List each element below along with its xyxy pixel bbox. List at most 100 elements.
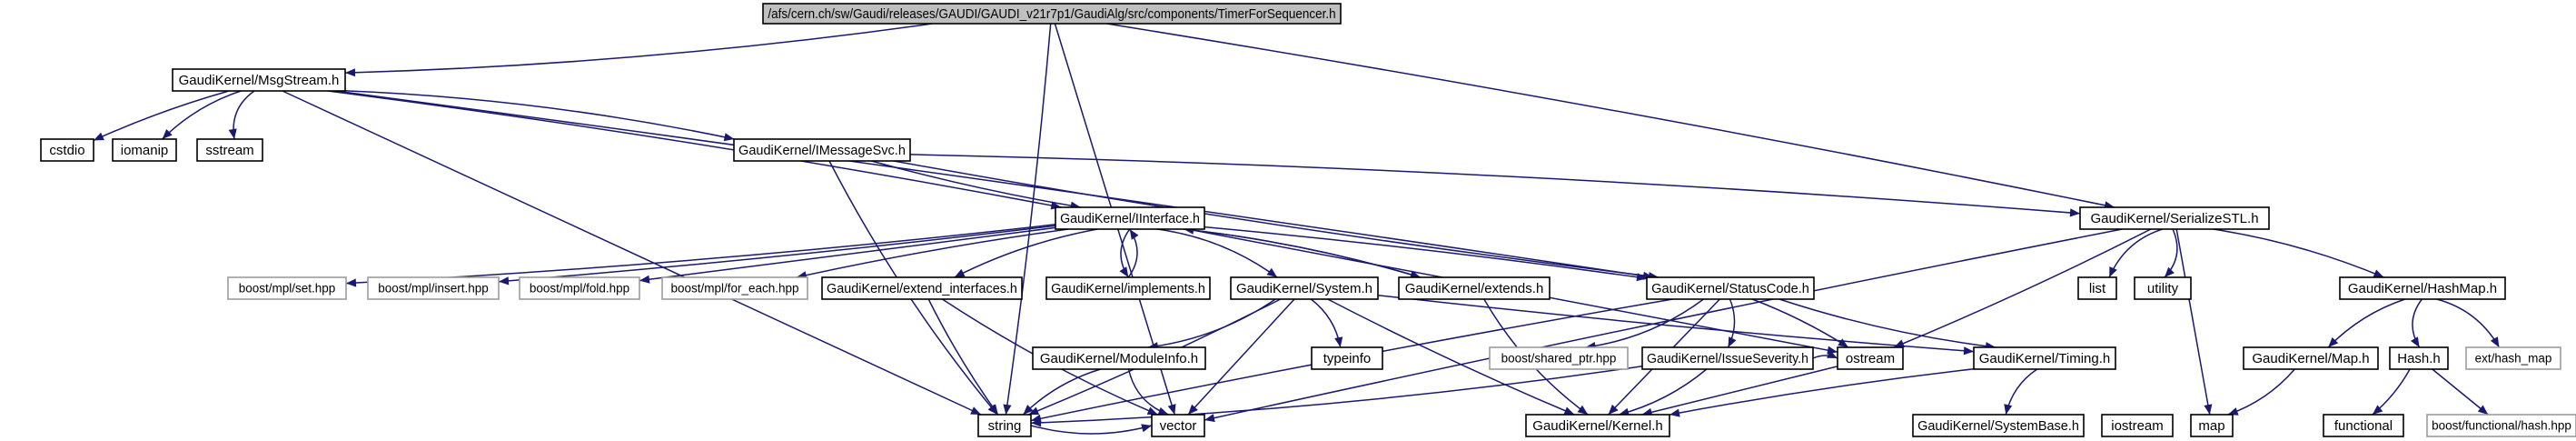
node-systembase[interactable]: GaudiKernel/SystemBase.h	[1912, 414, 2085, 437]
node-extends[interactable]: GaudiKernel/extends.h	[1398, 276, 1551, 300]
node-box-statuscode[interactable]	[1646, 276, 1815, 300]
node-map_std[interactable]: map	[2190, 414, 2234, 437]
node-box-utility[interactable]	[2134, 276, 2192, 300]
node-iomanip[interactable]: iomanip	[112, 138, 177, 162]
node-timing[interactable]: GaudiKernel/Timing.h	[1973, 346, 2116, 370]
node-msgstream[interactable]: GaudiKernel/MsgStream.h	[172, 68, 346, 92]
node-shared_ptr[interactable]: boost/shared_ptr.hpp	[1489, 346, 1629, 370]
edge-map_h-to-map_std	[2227, 368, 2295, 416]
node-box-extends[interactable]	[1398, 276, 1551, 300]
node-label-systembase: GaudiKernel/SystemBase.h	[1917, 419, 2079, 434]
node-map_h[interactable]: GaudiKernel/Map.h	[2243, 346, 2379, 370]
node-box-hashmap[interactable]	[2339, 276, 2506, 300]
node-box-iinterface[interactable]	[1055, 206, 1205, 230]
node-issueseverity[interactable]: GaudiKernel/IssueSeverity.h	[1641, 346, 1814, 370]
arrowhead	[2328, 336, 2339, 347]
edge-msgstream-to-iinterface	[327, 90, 1062, 208]
node-box-typeinfo[interactable]	[1311, 346, 1383, 370]
node-box-kernel[interactable]	[1525, 414, 1670, 437]
node-box-string[interactable]	[977, 414, 1032, 437]
arrowhead	[970, 406, 982, 415]
node-sstream[interactable]: sstream	[196, 138, 263, 162]
edge-msgstream-to-imessagesvc	[344, 90, 735, 140]
node-imessagesvc[interactable]: GaudiKernel/IMessageSvc.h	[733, 138, 911, 162]
node-box-extend_interfaces[interactable]	[821, 276, 1023, 300]
node-box-ext_hash_map[interactable]	[2465, 346, 2561, 370]
node-statuscode[interactable]: GaudiKernel/StatusCode.h	[1646, 276, 1815, 300]
node-label-string: string	[988, 418, 1022, 434]
node-mpl_insert[interactable]: boost/mpl/insert.hpp	[367, 276, 500, 300]
node-box-hash_h[interactable]	[2389, 346, 2449, 370]
node-ostream[interactable]: ostream	[1837, 346, 1904, 370]
node-boost_hash[interactable]: boost/functional/hash.hpp	[2426, 414, 2576, 437]
node-box-msgstream[interactable]	[172, 68, 346, 92]
edge-serializestl-to-ostream	[1893, 228, 2152, 348]
node-box-iomanip[interactable]	[112, 138, 177, 162]
node-label-list: list	[2089, 281, 2106, 296]
node-functional[interactable]: functional	[2323, 414, 2404, 437]
node-box-issueseverity[interactable]	[1641, 346, 1814, 370]
node-box-systembase[interactable]	[1912, 414, 2085, 437]
edge-root-to-serializestl	[1106, 23, 2115, 208]
node-label-moduleinfo: GaudiKernel/ModuleInfo.h	[1040, 351, 1198, 366]
node-cstdio[interactable]: cstdio	[40, 138, 94, 162]
node-box-map_h[interactable]	[2243, 346, 2379, 370]
node-mpl_set[interactable]: boost/mpl/set.hpp	[227, 276, 347, 300]
node-box-mpl_set[interactable]	[227, 276, 347, 300]
node-label-shared_ptr: boost/shared_ptr.hpp	[1501, 352, 1617, 366]
node-label-map_std: map	[2198, 418, 2224, 434]
node-box-mpl_fold[interactable]	[519, 276, 640, 300]
node-typeinfo[interactable]: typeinfo	[1311, 346, 1383, 370]
node-root[interactable]: /afs/cern.ch/sw/Gaudi/releases/GAUDI/GAU…	[762, 3, 1342, 25]
node-box-vector[interactable]	[1151, 414, 1205, 437]
node-box-serializestl[interactable]	[2079, 206, 2270, 230]
node-iinterface[interactable]: GaudiKernel/IInterface.h	[1055, 206, 1205, 230]
node-hash_h[interactable]: Hash.h	[2389, 346, 2449, 370]
node-box-map_std[interactable]	[2190, 414, 2234, 437]
node-box-shared_ptr[interactable]	[1489, 346, 1629, 370]
node-string[interactable]: string	[977, 414, 1032, 437]
node-box-boost_hash[interactable]	[2426, 414, 2576, 437]
node-kernel[interactable]: GaudiKernel/Kernel.h	[1525, 414, 1670, 437]
arrowhead	[1031, 418, 1042, 427]
arrowhead	[2109, 266, 2117, 277]
node-box-ostream[interactable]	[1837, 346, 1904, 370]
node-list[interactable]: list	[2077, 276, 2117, 300]
node-box-imessagesvc[interactable]	[733, 138, 911, 162]
node-serializestl[interactable]: GaudiKernel/SerializeSTL.h	[2079, 206, 2270, 230]
node-utility[interactable]: utility	[2134, 276, 2192, 300]
node-box-list[interactable]	[2077, 276, 2117, 300]
edge-iinterface-to-mpl_fold	[639, 226, 1056, 282]
node-label-mpl_set: boost/mpl/set.hpp	[239, 282, 336, 296]
node-mpl_fold[interactable]: boost/mpl/fold.hpp	[519, 276, 640, 300]
node-box-mpl_for_each[interactable]	[661, 276, 808, 300]
node-system[interactable]: GaudiKernel/System.h	[1230, 276, 1379, 300]
node-hashmap[interactable]: GaudiKernel/HashMap.h	[2339, 276, 2506, 300]
arrowhead	[2490, 336, 2500, 347]
node-mpl_for_each[interactable]: boost/mpl/for_each.hpp	[661, 276, 808, 300]
edge-serializestl-to-vector	[1204, 228, 2123, 421]
arrowhead	[1188, 404, 1198, 415]
node-iostream[interactable]: iostream	[2101, 414, 2174, 437]
node-moduleinfo[interactable]: GaudiKernel/ModuleInfo.h	[1032, 346, 1206, 370]
node-box-cstdio[interactable]	[40, 138, 94, 162]
node-extend_interfaces[interactable]: GaudiKernel/extend_interfaces.h	[821, 276, 1023, 300]
node-box-functional[interactable]	[2323, 414, 2404, 437]
arrowhead	[1129, 229, 1139, 240]
node-box-sstream[interactable]	[196, 138, 263, 162]
edge-iinterface-to-mpl_for_each	[796, 228, 1069, 278]
node-box-moduleinfo[interactable]	[1032, 346, 1206, 370]
edge-issueseverity-to-kernel	[1619, 368, 1708, 416]
node-implements[interactable]: GaudiKernel/implements.h	[1045, 276, 1211, 300]
node-ext_hash_map[interactable]: ext/hash_map	[2465, 346, 2561, 370]
edge-hash_h-to-boost_hash	[2432, 368, 2489, 416]
arrowhead	[1827, 350, 1838, 358]
node-box-system[interactable]	[1230, 276, 1379, 300]
node-box-implements[interactable]	[1045, 276, 1211, 300]
node-box-iostream[interactable]	[2101, 414, 2174, 437]
node-label-kernel: GaudiKernel/Kernel.h	[1532, 418, 1662, 434]
node-box-mpl_insert[interactable]	[367, 276, 500, 300]
node-vector[interactable]: vector	[1151, 414, 1205, 437]
node-box-root[interactable]	[762, 3, 1342, 25]
node-box-timing[interactable]	[1973, 346, 2116, 370]
